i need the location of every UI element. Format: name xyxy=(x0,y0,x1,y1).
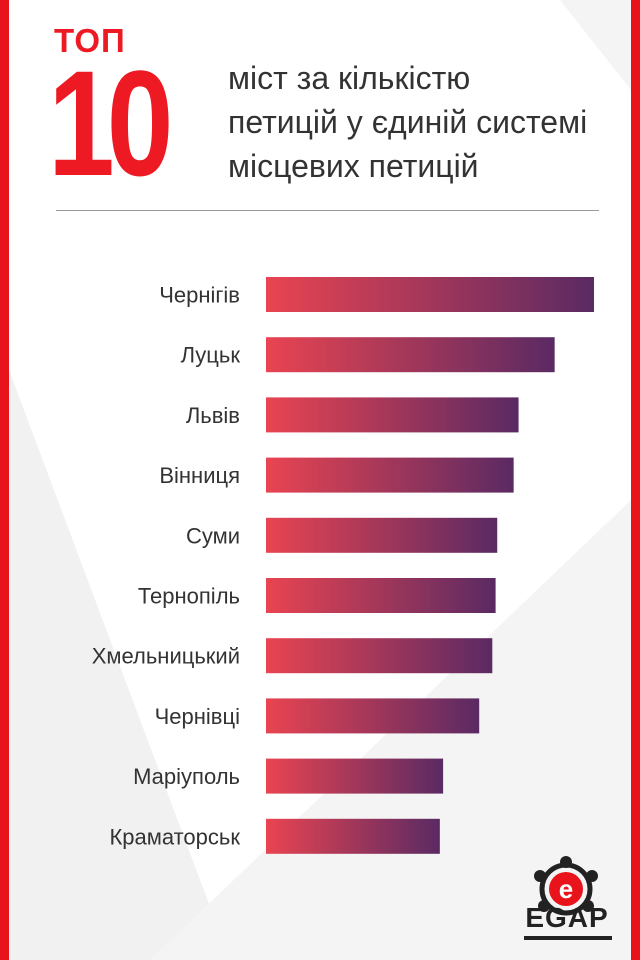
subtitle-line-3: місцевих петицій xyxy=(228,148,479,184)
egap-logo-underline xyxy=(524,936,612,940)
top-label: ТОП xyxy=(54,22,126,59)
subtitle-line-2: петицій у єдиній системі xyxy=(228,104,588,140)
bar-3 xyxy=(266,397,519,433)
category-label-6: Тернопіль xyxy=(138,584,240,609)
bar-1 xyxy=(266,277,594,312)
category-label-8: Чернівці xyxy=(155,704,240,729)
bar-5 xyxy=(266,517,498,553)
bars-group: Чернігів Луцьк Львів Вінниця Суми Тернопіль Хм… xyxy=(92,277,594,854)
category-label-3: Львів xyxy=(186,403,240,428)
category-label-4: Вінниця xyxy=(159,463,240,488)
subtitle-line-1: міст за кількістю xyxy=(228,60,471,96)
header-divider xyxy=(56,210,599,211)
subtitle: міст за кількістю петицій у єдиній систе… xyxy=(228,56,628,188)
bar-10 xyxy=(266,818,440,854)
bar-6 xyxy=(266,578,496,613)
category-label-2: Луцьк xyxy=(181,343,241,368)
category-label-10: Краматорськ xyxy=(109,824,240,849)
bar-7 xyxy=(266,638,493,674)
category-label-7: Хмельницький xyxy=(92,644,240,669)
egap-logo-text: EGAP xyxy=(525,902,609,933)
right-red-border xyxy=(631,0,640,960)
category-label-9: Маріуполь xyxy=(133,764,240,789)
bar-8 xyxy=(266,698,480,734)
category-label-5: Суми xyxy=(186,523,240,548)
category-label-1: Чернігів xyxy=(159,283,240,308)
bar-9 xyxy=(266,758,444,794)
bar-4 xyxy=(266,457,514,493)
left-red-border xyxy=(0,0,9,960)
big-number: 10 xyxy=(48,39,173,207)
bar-2 xyxy=(266,337,555,373)
svg-text:e: e xyxy=(559,874,573,904)
egap-people-circle-e-icon: e xyxy=(534,856,598,916)
